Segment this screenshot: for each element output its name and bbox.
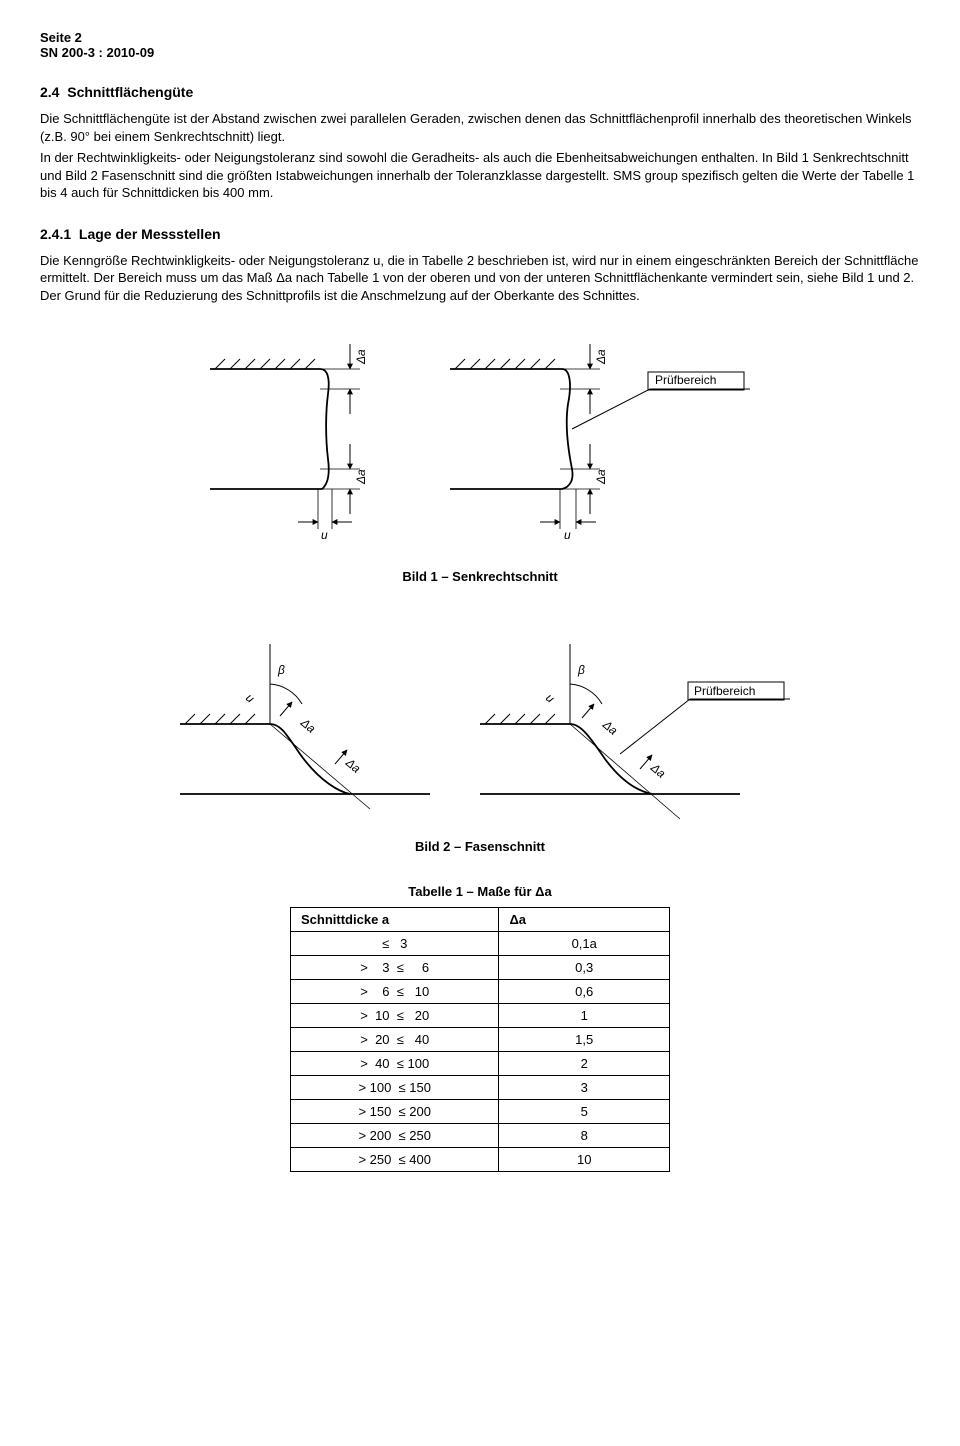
table-cell-a: > 20 ≤ 40 [291,1028,499,1052]
table-cell-d: 10 [499,1148,670,1172]
svg-text:Δa: Δa [342,755,363,776]
section-2-4-p1: Die Schnittflächengüte ist der Abstand z… [40,110,920,145]
doc-id: SN 200-3 : 2010-09 [40,45,920,60]
table-1-head-d: Δa [499,908,670,932]
table-cell-a: > 100 ≤ 150 [291,1076,499,1100]
table-cell-d: 3 [499,1076,670,1100]
section-2-4-p2: In der Rechtwinkligkeits- oder Neigungst… [40,149,920,202]
svg-text:u: u [321,528,328,542]
table-row: > 3 ≤ 60,3 [291,956,670,980]
figure-1-caption: Bild 1 – Senkrechtschnitt [40,569,920,584]
svg-text:Δa: Δa [297,715,318,736]
figure-2: β u Δa Δa β u Δa Δa Prüfbereich [40,614,920,827]
table-cell-d: 1,5 [499,1028,670,1052]
svg-text:Δa: Δa [354,349,368,365]
table-row: ≤ 30,1a [291,932,670,956]
table-row: > 40 ≤ 1002 [291,1052,670,1076]
section-2-4-1-body: Die Kenngröße Rechtwinkligkeits- oder Ne… [40,252,920,305]
table-cell-a: > 6 ≤ 10 [291,980,499,1004]
section-2-4-body: Die Schnittflächengüte ist der Abstand z… [40,110,920,202]
table-cell-a: > 40 ≤ 100 [291,1052,499,1076]
svg-text:β: β [577,663,585,677]
section-2-4-title: Schnittflächengüte [67,84,193,100]
section-2-4-1-heading: 2.4.1 Lage der Messstellen [40,226,920,242]
table-cell-d: 2 [499,1052,670,1076]
table-row: > 150 ≤ 2005 [291,1100,670,1124]
section-2-4-heading: 2.4 Schnittflächengüte [40,84,920,100]
table-cell-a: > 3 ≤ 6 [291,956,499,980]
table-row: > 20 ≤ 401,5 [291,1028,670,1052]
table-cell-d: 0,3 [499,956,670,980]
section-2-4-1-num: 2.4.1 [40,226,71,242]
table-1-caption: Tabelle 1 – Maße für Δa [40,884,920,899]
table-row: > 200 ≤ 2508 [291,1124,670,1148]
table-cell-a: > 200 ≤ 250 [291,1124,499,1148]
page-header: Seite 2 SN 200-3 : 2010-09 [40,30,920,60]
page-number: Seite 2 [40,30,920,45]
table-row: > 10 ≤ 201 [291,1004,670,1028]
table-cell-a: > 10 ≤ 20 [291,1004,499,1028]
svg-text:Δa: Δa [594,469,608,485]
table-1-head-row: Schnittdicke a Δa [291,908,670,932]
figure-2-caption: Bild 2 – Fasenschnitt [40,839,920,854]
table-cell-d: 1 [499,1004,670,1028]
table-1-head-a: Schnittdicke a [291,908,499,932]
section-2-4-num: 2.4 [40,84,59,100]
figure-1-svg: Δa Δa u Δa Δa u Prü [170,324,790,554]
svg-text:Prüfbereich: Prüfbereich [694,684,755,698]
table-cell-a: > 250 ≤ 400 [291,1148,499,1172]
svg-text:Δa: Δa [599,717,620,738]
svg-text:Δa: Δa [647,760,668,781]
figure-2-svg: β u Δa Δa β u Δa Δa Prüfbereich [150,614,810,824]
svg-text:u: u [243,691,257,706]
table-1: Schnittdicke a Δa ≤ 30,1a> 3 ≤ 60,3> 6 ≤… [290,907,670,1172]
svg-text:u: u [564,528,571,542]
section-2-4-1-p1: Die Kenngröße Rechtwinkligkeits- oder Ne… [40,252,920,305]
section-2-4-1-title: Lage der Messstellen [79,226,221,242]
table-cell-a: > 150 ≤ 200 [291,1100,499,1124]
svg-text:u: u [543,691,557,706]
figure-1: Δa Δa u Δa Δa u Prü [40,324,920,557]
svg-text:Prüfbereich: Prüfbereich [655,373,716,387]
svg-text:β: β [277,663,285,677]
table-cell-d: 0,1a [499,932,670,956]
table-cell-d: 0,6 [499,980,670,1004]
table-row: > 250 ≤ 40010 [291,1148,670,1172]
svg-text:Δa: Δa [594,349,608,365]
table-cell-a: ≤ 3 [291,932,499,956]
table-row: > 6 ≤ 100,6 [291,980,670,1004]
table-cell-d: 8 [499,1124,670,1148]
table-row: > 100 ≤ 1503 [291,1076,670,1100]
table-cell-d: 5 [499,1100,670,1124]
svg-text:Δa: Δa [354,469,368,485]
